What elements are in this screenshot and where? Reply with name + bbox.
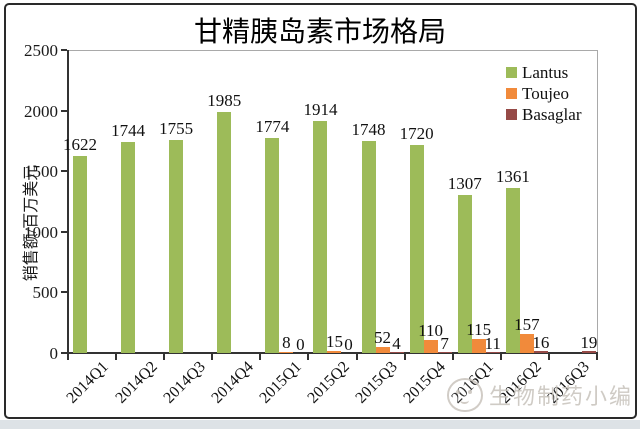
y-tick-label: 0 xyxy=(49,344,59,363)
legend-label: Toujeo xyxy=(522,84,569,103)
bar-basaglar-2016Q2 xyxy=(533,351,548,353)
value-label-basaglar-2016Q3: 19 xyxy=(580,332,598,352)
value-label-toujeo-2015Q2: 15 xyxy=(325,332,343,352)
value-label-basaglar-2015Q3: 4 xyxy=(392,333,401,353)
value-label-lantus-2015Q4: 1720 xyxy=(399,123,434,143)
bar-lantus-2014Q3 xyxy=(169,140,184,353)
value-label-lantus-2016Q1: 1307 xyxy=(447,173,482,193)
bottom-strip xyxy=(0,420,640,429)
legend-item-toujeo: Toujeo xyxy=(506,83,581,104)
watermark-mascot-icon xyxy=(447,378,483,412)
bar-lantus-2015Q2 xyxy=(313,121,328,353)
value-label-toujeo-2015Q1: 8 xyxy=(282,332,291,352)
x-tick-mark xyxy=(115,354,118,360)
x-tick-mark xyxy=(163,354,166,360)
x-tick-mark xyxy=(355,354,358,360)
bar-lantus-2015Q1 xyxy=(265,137,280,353)
bar-basaglar-2015Q3 xyxy=(389,351,404,353)
bar-toujeo-2016Q1 xyxy=(471,339,486,353)
value-label-lantus-2015Q1: 1774 xyxy=(255,116,290,136)
x-tick-mark xyxy=(547,354,550,360)
x-tick-mark xyxy=(596,354,598,360)
value-label-toujeo-2016Q1: 115 xyxy=(466,320,492,340)
bar-basaglar-2016Q3 xyxy=(581,350,596,353)
bar-lantus-2015Q4 xyxy=(409,144,424,353)
value-label-lantus-2015Q3: 1748 xyxy=(351,120,386,140)
x-tick-mark xyxy=(403,354,406,360)
y-tick-mark xyxy=(61,291,67,294)
y-tick-label: 1000 xyxy=(24,222,58,242)
legend-swatch-icon xyxy=(506,109,517,120)
legend-label: Lantus xyxy=(522,63,569,82)
y-tick-mark xyxy=(61,352,67,354)
x-tick-mark xyxy=(499,354,502,360)
bar-lantus-2014Q4 xyxy=(217,112,232,353)
legend: Lantus Toujeo Basaglar xyxy=(506,62,581,125)
legend-item-basaglar: Basaglar xyxy=(506,104,581,125)
x-tick-mark xyxy=(259,354,262,360)
bar-toujeo-2015Q3 xyxy=(375,346,390,353)
value-label-toujeo-2016Q2: 157 xyxy=(514,314,540,334)
value-label-toujeo-2015Q4: 110 xyxy=(418,320,444,340)
value-label-basaglar-2016Q2: 16 xyxy=(532,333,550,353)
bar-lantus-2015Q3 xyxy=(361,141,376,353)
legend-item-lantus: Lantus xyxy=(506,62,581,83)
bar-lantus-2014Q2 xyxy=(121,141,136,353)
bar-basaglar-2016Q1 xyxy=(485,351,500,353)
bar-toujeo-2016Q2 xyxy=(519,333,534,353)
legend-label: Basaglar xyxy=(522,105,582,124)
legend-swatch-icon xyxy=(506,67,517,78)
value-label-lantus-2014Q1: 1622 xyxy=(63,135,97,155)
watermark: 生物制药小编 xyxy=(447,378,633,412)
bar-basaglar-2015Q4 xyxy=(437,351,452,353)
x-tick-mark xyxy=(307,354,310,360)
value-label-lantus-2016Q2: 1361 xyxy=(495,167,530,187)
y-tick-mark xyxy=(61,49,67,51)
value-label-lantus-2014Q2: 1744 xyxy=(111,120,146,140)
x-axis-line xyxy=(66,352,598,354)
y-tick-mark xyxy=(61,170,67,173)
y-tick-label: 2500 xyxy=(24,41,58,60)
y-tick-label: 2000 xyxy=(24,101,58,121)
x-tick-mark xyxy=(211,354,214,360)
bar-lantus-2014Q1 xyxy=(73,156,87,353)
bar-toujeo-2015Q1 xyxy=(279,351,294,353)
value-label-toujeo-2015Q3: 52 xyxy=(374,327,392,347)
y-tick-mark xyxy=(61,109,67,112)
value-label-basaglar-2015Q4: 7 xyxy=(440,333,449,353)
bar-lantus-2016Q2 xyxy=(505,188,520,353)
y-axis-line xyxy=(67,50,69,354)
y-tick-label: 500 xyxy=(32,283,59,303)
value-label-lantus-2014Q4: 1985 xyxy=(207,91,242,111)
value-label-basaglar-2016Q1: 11 xyxy=(484,333,501,353)
value-label-lantus-2014Q3: 1755 xyxy=(159,119,194,139)
value-label-lantus-2015Q2: 1914 xyxy=(303,100,338,120)
value-label-basaglar-2015Q1: 0 xyxy=(296,335,305,354)
bar-toujeo-2015Q4 xyxy=(423,339,438,353)
y-tick-mark xyxy=(61,230,67,233)
legend-swatch-icon xyxy=(506,88,517,99)
x-tick-mark xyxy=(451,354,454,360)
bar-toujeo-2015Q2 xyxy=(327,351,342,353)
chart-title: 甘精胰岛素市场格局 xyxy=(193,17,446,48)
watermark-text: 生物制药小编 xyxy=(489,384,634,409)
y-tick-label: 1500 xyxy=(24,162,58,182)
bar-lantus-2016Q1 xyxy=(457,194,472,353)
x-tick-mark xyxy=(67,354,69,360)
value-label-basaglar-2015Q2: 0 xyxy=(344,335,353,354)
